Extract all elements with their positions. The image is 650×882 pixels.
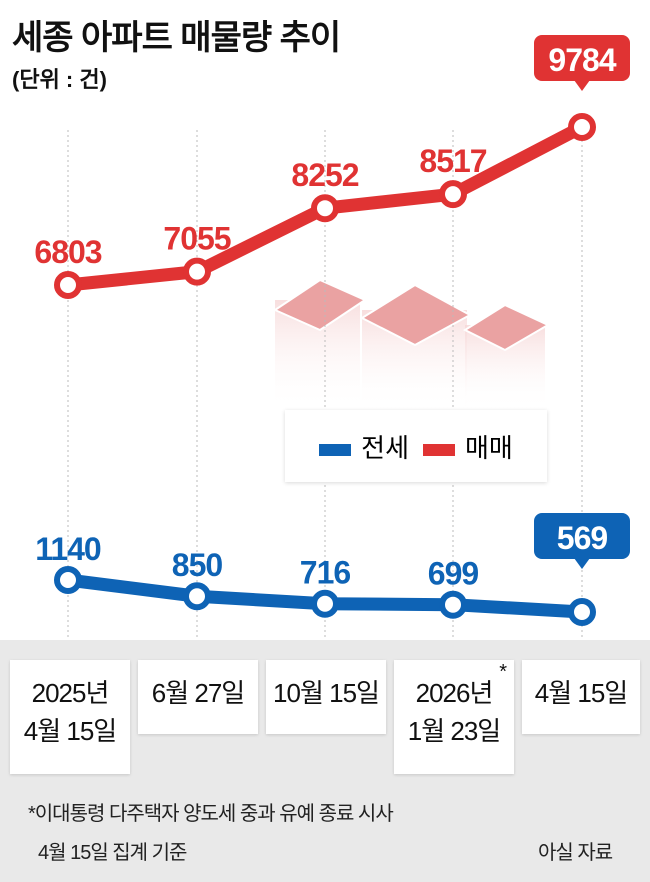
jeonse-point — [439, 590, 467, 619]
sale-point — [54, 271, 82, 299]
footnote: *이대통령 다주택자 양도세 중과 유예 종료 시사 — [28, 803, 394, 825]
unit-label: (단위 : 건) — [12, 67, 107, 92]
legend-item-sale: 매매 — [423, 428, 513, 465]
sale-highlight-box — [534, 35, 630, 81]
sale-data-label: 8517 — [419, 143, 486, 179]
sale-data-label: 9784 — [548, 42, 616, 78]
sale-point — [183, 257, 211, 286]
jeonse-pointer — [574, 558, 590, 569]
sale-point — [439, 180, 467, 209]
x-tick-label: 2025년 4월 15일 — [10, 660, 130, 774]
x-tick-label: 10월 15일 — [266, 660, 386, 734]
jeonse-highlight-box — [534, 513, 630, 559]
line-chart: 6803 7055 8252 8517 9784 1140 850 716 699 569 — [34, 35, 630, 650]
x-tick-label: 2026년 1월 23일 — [407, 678, 501, 746]
asterisk: * — [499, 661, 507, 683]
jeonse-point — [54, 566, 82, 594]
x-tick-label-starred: * 2026년 1월 23일 — [394, 660, 514, 774]
legend-label-sale: 매매 — [465, 432, 513, 463]
x-tick-label: 4월 15일 — [522, 660, 640, 734]
legend-swatch-jeonse — [319, 443, 352, 456]
jeonse-point — [568, 597, 596, 626]
jeonse-data-label: 699 — [428, 556, 479, 592]
sale-data-label: 7055 — [163, 221, 230, 257]
sale-data-label: 8252 — [291, 157, 358, 193]
jeonse-point — [183, 582, 211, 611]
legend-swatch-sale — [423, 443, 455, 456]
apartment-buildings-illustration — [272, 278, 551, 410]
sale-point — [311, 194, 339, 223]
footnote-date: 4월 15일 집계 기준 — [38, 842, 187, 864]
chart-title: 세종 아파트 매물량 추이 — [12, 19, 341, 57]
legend-item-jeonse: 전세 — [319, 428, 409, 465]
sale-pointer — [574, 80, 590, 91]
jeonse-data-label: 569 — [557, 520, 608, 556]
sale-point — [568, 113, 596, 142]
legend-label-jeonse: 전세 — [361, 432, 409, 463]
jeonse-data-label: 716 — [300, 555, 351, 591]
legend: 전세 매매 — [285, 410, 547, 482]
source: 아실 자료 — [538, 842, 613, 864]
jeonse-data-label: 1140 — [35, 531, 101, 567]
x-tick-label: 6월 27일 — [138, 660, 258, 734]
sale-data-label: 6803 — [34, 234, 101, 270]
jeonse-point — [311, 589, 339, 618]
jeonse-data-label: 850 — [172, 547, 223, 583]
